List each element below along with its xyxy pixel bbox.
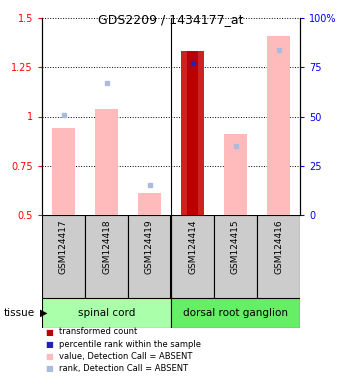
Text: tissue: tissue bbox=[4, 308, 35, 318]
Text: GDS2209 / 1434177_at: GDS2209 / 1434177_at bbox=[98, 13, 243, 26]
Text: GSM124416: GSM124416 bbox=[274, 219, 283, 274]
Bar bbox=[128, 215, 171, 298]
Bar bbox=[95, 109, 118, 215]
Text: GSM124414: GSM124414 bbox=[188, 219, 197, 274]
Bar bbox=[267, 36, 290, 215]
Bar bbox=[52, 128, 75, 215]
Text: value, Detection Call = ABSENT: value, Detection Call = ABSENT bbox=[59, 352, 192, 361]
Bar bbox=[171, 215, 214, 298]
Bar bbox=[171, 298, 300, 328]
Text: ■: ■ bbox=[45, 364, 53, 373]
Bar bbox=[85, 215, 128, 298]
Text: ■: ■ bbox=[45, 328, 53, 336]
Bar bbox=[187, 51, 198, 215]
Bar bbox=[138, 193, 161, 215]
Text: ■: ■ bbox=[45, 352, 53, 361]
Text: percentile rank within the sample: percentile rank within the sample bbox=[59, 340, 201, 349]
Bar bbox=[224, 134, 247, 215]
Text: dorsal root ganglion: dorsal root ganglion bbox=[183, 308, 288, 318]
Text: GSM124418: GSM124418 bbox=[102, 219, 111, 274]
Bar bbox=[181, 51, 204, 215]
Bar bbox=[257, 215, 300, 298]
Text: transformed count: transformed count bbox=[59, 328, 137, 336]
Text: ▶: ▶ bbox=[40, 308, 48, 318]
Bar bbox=[42, 215, 85, 298]
Text: GSM124415: GSM124415 bbox=[231, 219, 240, 274]
Text: GSM124419: GSM124419 bbox=[145, 219, 154, 274]
Text: rank, Detection Call = ABSENT: rank, Detection Call = ABSENT bbox=[59, 364, 188, 373]
Bar bbox=[214, 215, 257, 298]
Text: GSM124417: GSM124417 bbox=[59, 219, 68, 274]
Text: spinal cord: spinal cord bbox=[78, 308, 135, 318]
Bar bbox=[42, 298, 171, 328]
Text: ■: ■ bbox=[45, 340, 53, 349]
